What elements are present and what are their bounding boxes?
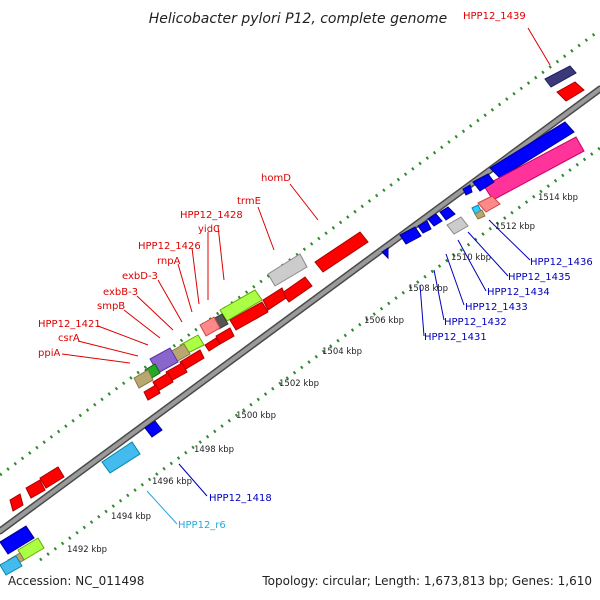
- gene-feature-red-3[interactable]: [229, 301, 269, 331]
- label-HPP12_1418[interactable]: HPP12_1418: [209, 493, 272, 504]
- gene-HPP12_r6[interactable]: [101, 441, 141, 474]
- label-csrA[interactable]: csrA: [58, 333, 80, 344]
- label-exbB-3[interactable]: exbB-3: [103, 287, 138, 298]
- genome-summary-text: Topology: circular; Length: 1,673,813 bp…: [261, 574, 592, 588]
- outer-tick-track: [0, 28, 600, 477]
- tick-label-1510: 1510 kbp: [451, 253, 491, 263]
- gene-labels-red: HPP12_1439 homD trmE HPP12_1428 yidC HPP…: [38, 11, 526, 359]
- gene-feature-gray[interactable]: [267, 253, 308, 287]
- label-HPP12_1428[interactable]: HPP12_1428: [180, 210, 243, 221]
- gene-yidC[interactable]: [219, 289, 263, 322]
- gene-feature-red-10[interactable]: [9, 493, 24, 512]
- gene-feature-blue-6[interactable]: [417, 220, 432, 234]
- gene-feature-gray-small[interactable]: [446, 216, 469, 235]
- tick-label-1508: 1508 kbp: [408, 284, 448, 294]
- gene-feature-pink[interactable]: [483, 136, 585, 201]
- tick-label-1512: 1512 kbp: [495, 222, 535, 232]
- tick-label-1504: 1504 kbp: [322, 347, 362, 357]
- label-homD[interactable]: homD: [261, 173, 291, 184]
- gene-feature-blue-7[interactable]: [399, 226, 422, 245]
- gene-feature-red-2[interactable]: [262, 287, 287, 311]
- gene-HPP12_1418[interactable]: [144, 420, 163, 438]
- label-HPP12_r6[interactable]: HPP12_r6: [178, 520, 226, 531]
- gene-feature-blue-2[interactable]: [472, 173, 495, 192]
- tick-label-1514: 1514 kbp: [538, 193, 578, 203]
- gene-homD[interactable]: [314, 231, 369, 273]
- label-HPP12_1436[interactable]: HPP12_1436: [530, 257, 593, 268]
- label-HPP12_1432[interactable]: HPP12_1432: [444, 317, 507, 328]
- gene-HPP12_1421[interactable]: [133, 369, 154, 389]
- feature-track: [0, 65, 585, 576]
- tick-label-1494: 1494 kbp: [111, 512, 151, 522]
- gene-trmE[interactable]: [281, 276, 313, 303]
- gene-feature-blue-3[interactable]: [462, 184, 473, 196]
- label-trmE[interactable]: trmE: [237, 196, 261, 207]
- tick-label-1498: 1498 kbp: [194, 445, 234, 455]
- gene-feature-red-9[interactable]: [25, 479, 46, 499]
- label-HPP12_1426[interactable]: HPP12_1426: [138, 241, 201, 252]
- label-leader-lines: [61, 27, 551, 525]
- gene-feature-salmon[interactable]: [477, 195, 501, 213]
- label-HPP12_1439[interactable]: HPP12_1439: [463, 11, 526, 22]
- tick-label-1492: 1492 kbp: [67, 545, 107, 555]
- label-HPP12_1435[interactable]: HPP12_1435: [508, 272, 571, 283]
- gene-HPP12_1439[interactable]: [544, 65, 577, 88]
- label-HPP12_1421[interactable]: HPP12_1421: [38, 319, 101, 330]
- gene-feature-blue-1[interactable]: [489, 121, 575, 179]
- tick-label-1502: 1502 kbp: [279, 379, 319, 389]
- gene-feature-blue-8[interactable]: [381, 247, 389, 260]
- gene-rnpA[interactable]: [199, 316, 221, 337]
- label-ppiA[interactable]: ppiA: [38, 348, 60, 359]
- tick-label-1500: 1500 kbp: [236, 411, 276, 421]
- tick-label-1506: 1506 kbp: [364, 316, 404, 326]
- label-exbD-3[interactable]: exbD-3: [122, 271, 158, 282]
- gene-feature-red-7[interactable]: [143, 384, 161, 401]
- inner-tick-track: [39, 146, 600, 562]
- gene-feature-cyan-bottom[interactable]: [0, 555, 23, 576]
- tick-label-1496: 1496 kbp: [152, 477, 192, 487]
- label-yidC[interactable]: yidC: [198, 224, 220, 235]
- gene-feature-red-1[interactable]: [556, 81, 585, 102]
- kbp-tick-labels: 1492 kbp 1494 kbp 1496 kbp 1498 kbp 1500…: [67, 193, 578, 555]
- gene-feature-tan-small[interactable]: [474, 209, 486, 220]
- label-HPP12_1433[interactable]: HPP12_1433: [465, 302, 528, 313]
- gene-feature-blue-9[interactable]: [0, 525, 35, 555]
- label-smpB[interactable]: smpB: [97, 301, 125, 312]
- accession-text: Accession: NC_011498: [8, 574, 144, 588]
- label-rnpA[interactable]: rnpA: [157, 256, 181, 267]
- gene-feature-blue-5[interactable]: [427, 213, 443, 227]
- map-title: Helicobacter pylori P12, complete genome: [149, 11, 448, 27]
- label-HPP12_1431[interactable]: HPP12_1431: [424, 332, 487, 343]
- gene-feature-blue-4[interactable]: [439, 206, 456, 221]
- label-HPP12_1434[interactable]: HPP12_1434: [487, 287, 550, 298]
- gene-feature-red-8[interactable]: [39, 466, 65, 489]
- gene-labels-blue: HPP12_1436 HPP12_1435 HPP12_1434 HPP12_1…: [178, 257, 593, 531]
- gene-feature-red-5[interactable]: [204, 337, 221, 352]
